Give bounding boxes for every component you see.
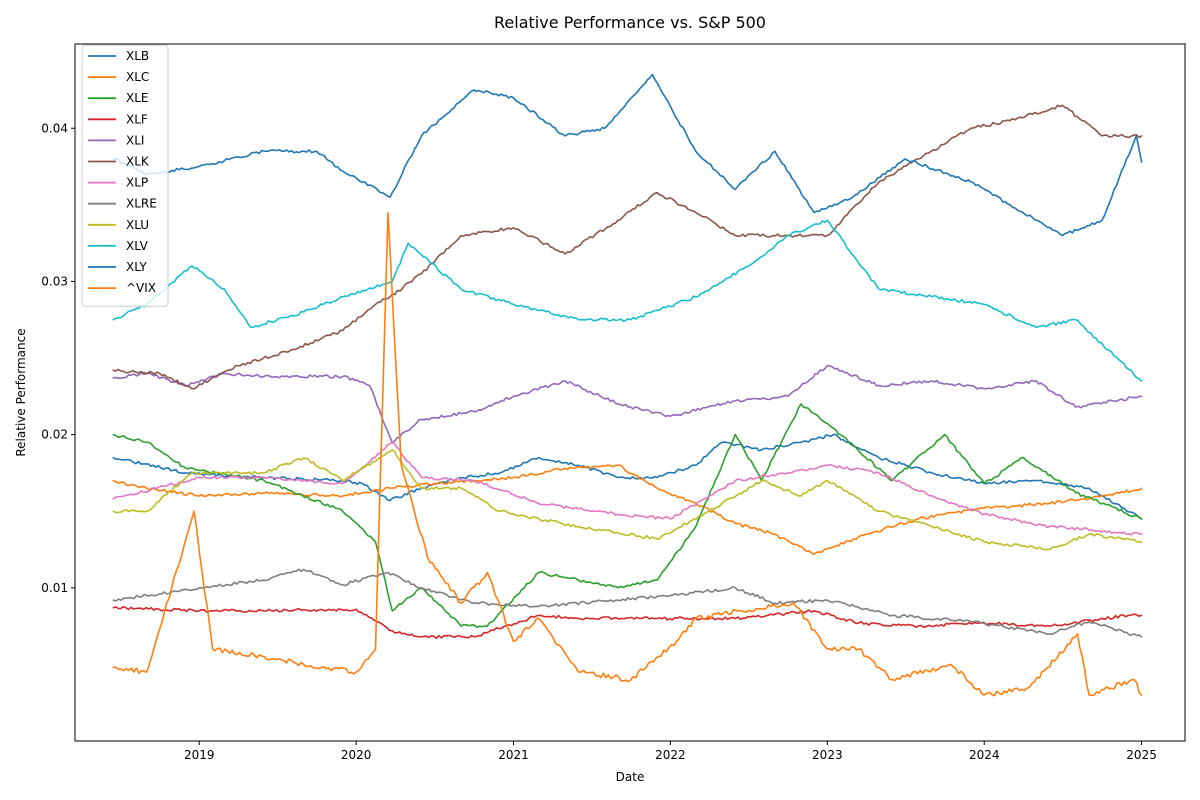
legend-label: XLV [126,239,149,253]
series-line-xlv [112,219,1143,382]
legend-label: XLY [126,260,147,274]
legend-label: XLF [126,112,148,126]
x-tick-label: 2025 [1126,748,1157,762]
series-line-xle [112,403,1143,628]
y-tick-label: 0.01 [41,581,68,595]
legend-label: XLI [126,133,144,147]
legend-label: XLP [126,176,148,190]
y-tick-label: 0.03 [41,274,68,288]
series-line-vix [112,211,1143,697]
series-lines [112,73,1143,697]
series-line-xli [112,364,1143,444]
x-axis-title: Date [616,770,645,784]
y-axis-title: Relative Performance [14,328,28,456]
legend-label: XLC [126,70,149,84]
legend-label: ^VIX [126,281,156,295]
series-line-xlf [112,606,1143,639]
series-line-xlp [112,441,1143,536]
legend: XLB XLC XLE XLF XLI XLK XLP XLRE XLU XLV XLY ^VIX [81,44,169,307]
legend-label: XLK [126,155,150,169]
x-tick-label: 2021 [498,748,529,762]
legend-label: XLU [126,218,149,232]
series-line-xlk [112,104,1143,390]
legend-label: XLRE [126,197,157,211]
chart-title: Relative Performance vs. S&P 500 [494,13,766,32]
series-line-xlu [112,449,1143,551]
y-tick-label: 0.02 [41,428,68,442]
x-tick-label: 2019 [184,748,215,762]
plot-area-frame [74,43,1186,742]
y-tick-label: 0.04 [41,121,68,135]
x-tick-label: 2023 [812,748,843,762]
x-axis: 2019 2020 2021 2022 2023 2024 2025 [184,741,1157,762]
series-line-xlb [112,433,1143,520]
x-tick-label: 2022 [655,748,686,762]
y-axis: 0.01 0.02 0.03 0.04 [41,121,75,595]
x-tick-label: 2024 [969,748,1000,762]
legend-label: XLE [126,91,149,105]
series-line-xlre [112,568,1143,638]
legend-label: XLB [126,49,149,63]
series-line-xly [112,73,1143,237]
x-tick-label: 2020 [341,748,372,762]
legend-box [81,44,169,307]
